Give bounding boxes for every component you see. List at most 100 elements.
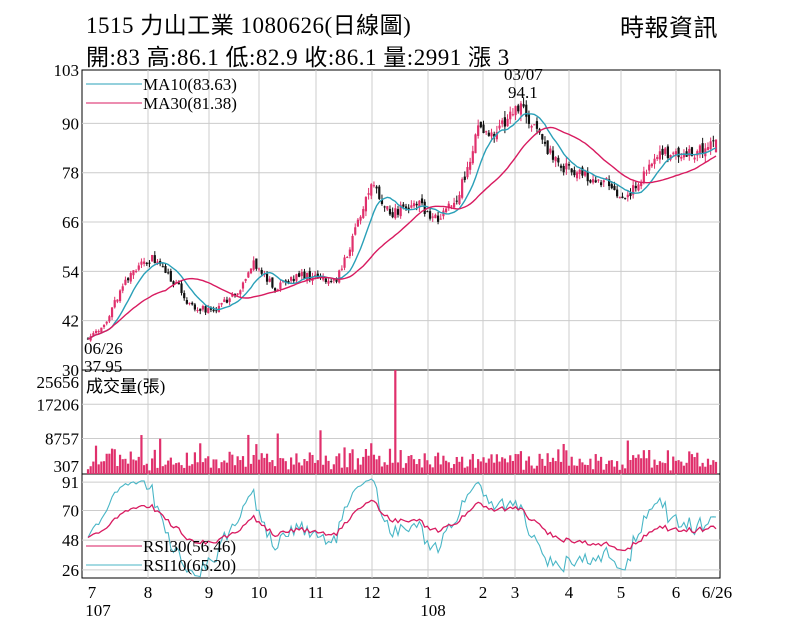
volume-bar [485,462,488,474]
month-label: 12 [364,583,381,602]
candle-body [519,103,523,115]
candle-body [196,310,199,312]
candle-body [273,288,277,291]
volume-legend-label: 成交量(張) [86,377,165,396]
candle-body [461,179,464,198]
price-tick-label: 66 [62,213,79,232]
volume-bar [137,456,140,474]
candle-body [204,306,207,313]
candle-body [172,281,175,285]
volume-bar [458,461,461,474]
candle-body [629,192,632,197]
volume-bar [428,464,432,474]
candle-body [362,209,365,218]
volume-tick-label: 307 [54,457,80,476]
candle-body [140,261,143,265]
volume-bar [199,443,202,474]
chart-frames [81,69,721,579]
volume-bar [233,465,237,474]
volume-bar [135,460,138,474]
candle-body [295,274,298,281]
candle-body [501,120,504,125]
volume-bar [383,462,386,474]
candle-body [423,201,426,214]
volume-bar [616,461,619,474]
candle-body [632,185,635,195]
candle-body [324,278,327,283]
volume-bar [704,466,707,474]
volume-bar [212,459,215,474]
candle-body [525,104,528,117]
candle-body [298,273,301,277]
month-label: 2 [479,583,488,602]
month-label: 10 [251,583,268,602]
volume-bar [685,462,688,474]
volume-bar [431,467,434,474]
candle-body [581,167,584,176]
price-tick-label: 54 [62,262,80,281]
volume-bar [196,462,199,474]
volume-bar [289,457,293,474]
candle-body [490,132,493,137]
volume-bar [244,466,247,474]
candle-body [453,202,456,208]
candle-body [418,200,421,208]
rsi-tick-label: 48 [62,531,79,550]
candle-body [121,286,124,291]
volume-bar [696,452,699,474]
candle-body [126,278,130,281]
volume-bar [418,458,421,474]
candle-body [690,147,694,157]
volume-bar [546,453,549,474]
candle-body [696,151,699,156]
volume-bar [126,463,130,474]
candle-body [447,203,450,209]
volume-bar [463,467,466,474]
month-label: 7 [88,583,97,602]
candle-body [386,206,389,210]
volume-bar [565,450,568,474]
month-label: 1 [424,583,433,602]
volume-bar [116,466,119,474]
volume-bar [570,456,573,474]
chart-title: 1515 力山工業 1080626(日線圖) [86,13,412,38]
candle-body [308,271,311,280]
volume-bar [487,458,490,474]
volume-bar [527,456,531,474]
volume-bar [204,458,207,474]
candle-body [412,203,416,207]
candle-body [396,209,400,215]
volume-bar [86,469,90,474]
candle-body [145,262,148,264]
volume-bar [354,469,357,474]
candle-body [666,146,669,159]
volume-bar [674,460,678,474]
candle-body [370,184,373,196]
candle-body [610,184,613,189]
volume-bar [110,448,114,474]
candle-body [241,282,245,289]
candle-body [279,282,282,289]
volume-bar [714,461,718,474]
volume-bar [519,451,523,474]
volume-bar [434,456,437,474]
price-tick-label: 30 [62,361,79,380]
low-value-annotation: 37.95 [84,357,122,376]
volume-bar [148,470,151,474]
volume-bar [140,435,143,474]
volume-bar [503,458,506,474]
volume-bar [113,449,116,474]
candle-body [239,290,242,295]
candle-body [399,204,402,217]
volume-bar [177,462,180,474]
candle-body [402,204,405,207]
candle-body [541,134,544,140]
volume-bar [105,453,108,474]
candle-body [533,124,536,126]
candle-body [605,177,608,179]
year-label: 108 [420,601,446,620]
volume-bar [461,456,464,474]
volume-bar [396,462,400,474]
legends: MA10(83.63)MA30(81.38) 成交量(張) RSI30(56.46)… [86,75,237,575]
candle-body [391,212,394,218]
